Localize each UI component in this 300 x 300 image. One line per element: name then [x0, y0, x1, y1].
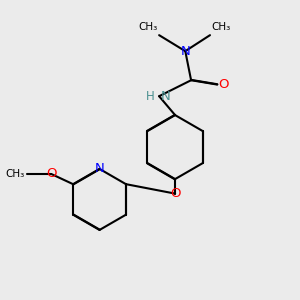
Text: N: N: [180, 45, 190, 58]
Text: H: H: [146, 90, 155, 103]
Text: N: N: [160, 90, 170, 103]
Text: CH₃: CH₃: [212, 22, 231, 32]
Text: CH₃: CH₃: [6, 169, 25, 179]
Text: CH₃: CH₃: [138, 22, 158, 32]
Text: N: N: [94, 162, 104, 176]
Text: O: O: [219, 78, 229, 91]
Text: O: O: [46, 167, 56, 181]
Text: O: O: [170, 187, 180, 200]
